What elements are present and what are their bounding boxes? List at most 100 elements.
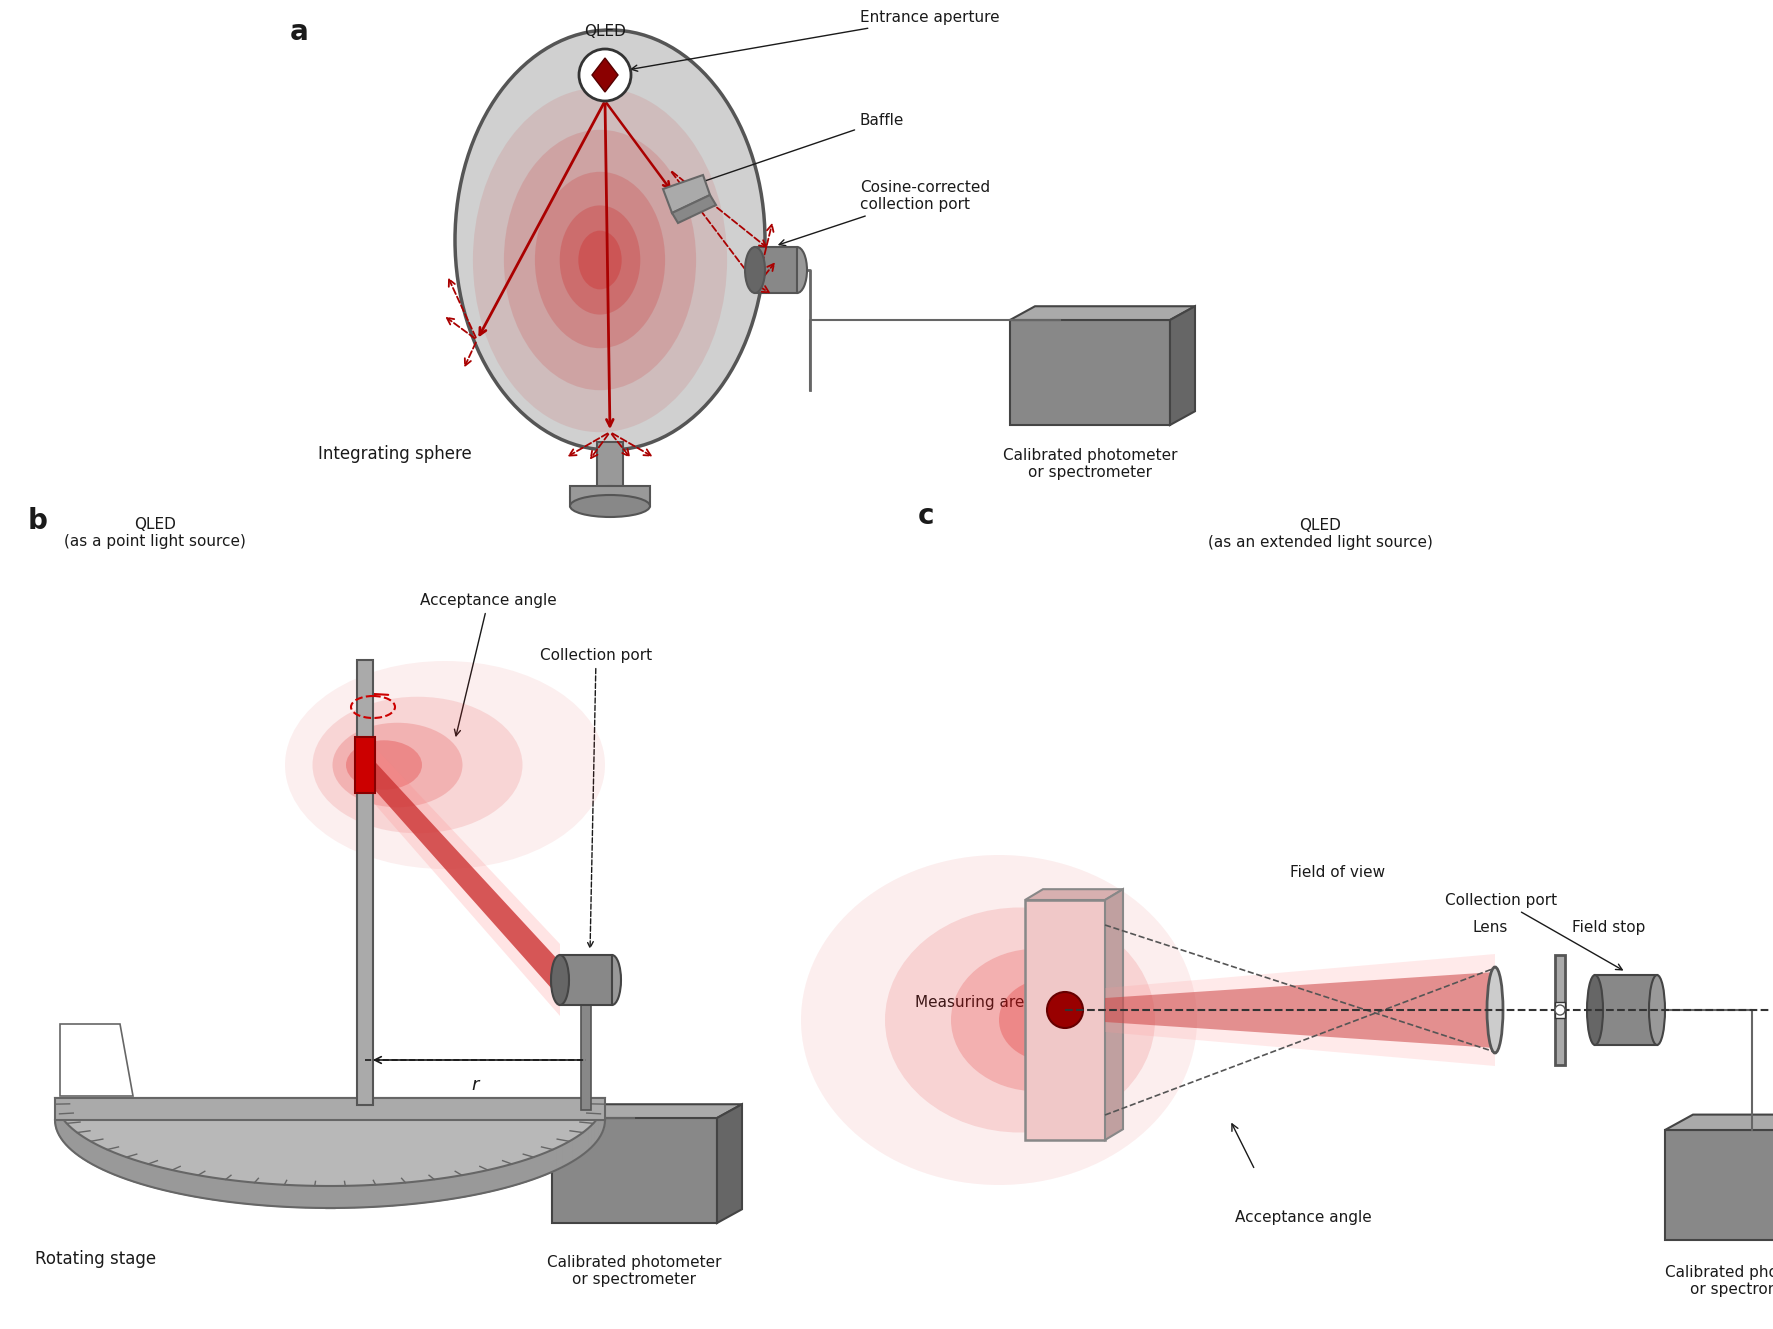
Polygon shape xyxy=(411,1181,420,1204)
Ellipse shape xyxy=(801,855,1197,1185)
Text: QLED: QLED xyxy=(583,24,626,39)
Polygon shape xyxy=(69,1126,73,1151)
Polygon shape xyxy=(1594,975,1656,1045)
Ellipse shape xyxy=(885,908,1154,1132)
Polygon shape xyxy=(268,1184,277,1207)
Polygon shape xyxy=(121,1155,128,1179)
Polygon shape xyxy=(420,1180,429,1203)
Polygon shape xyxy=(156,1166,163,1189)
Polygon shape xyxy=(335,1185,344,1208)
Polygon shape xyxy=(383,1184,392,1207)
Ellipse shape xyxy=(603,956,621,1005)
Polygon shape xyxy=(456,1175,465,1199)
Polygon shape xyxy=(567,1140,571,1164)
Polygon shape xyxy=(1555,1002,1564,1018)
Text: b: b xyxy=(28,506,48,536)
Polygon shape xyxy=(60,1025,133,1096)
Polygon shape xyxy=(73,1128,76,1154)
Polygon shape xyxy=(557,1146,562,1170)
Bar xyxy=(356,661,372,1104)
Ellipse shape xyxy=(745,247,764,292)
Text: Acceptance angle: Acceptance angle xyxy=(420,593,557,736)
Polygon shape xyxy=(1665,1130,1773,1240)
Polygon shape xyxy=(59,1114,60,1139)
Polygon shape xyxy=(55,1098,605,1185)
Polygon shape xyxy=(324,1185,335,1208)
Polygon shape xyxy=(222,1179,230,1201)
Polygon shape xyxy=(128,1158,133,1181)
Polygon shape xyxy=(363,1185,374,1207)
Polygon shape xyxy=(64,1119,66,1144)
Text: Baffle: Baffle xyxy=(697,113,904,185)
Text: r: r xyxy=(472,1076,479,1094)
Text: Measuring area: Measuring area xyxy=(915,995,1034,1010)
Polygon shape xyxy=(1009,306,1195,320)
Polygon shape xyxy=(374,1184,383,1207)
Text: a: a xyxy=(289,19,309,47)
Ellipse shape xyxy=(578,231,621,290)
Polygon shape xyxy=(179,1171,186,1195)
Ellipse shape xyxy=(1587,975,1603,1045)
Polygon shape xyxy=(1009,320,1170,425)
Polygon shape xyxy=(133,1160,140,1184)
Polygon shape xyxy=(1555,956,1564,1065)
Polygon shape xyxy=(1025,900,1105,1140)
Polygon shape xyxy=(473,1171,480,1195)
Ellipse shape xyxy=(285,661,605,869)
Polygon shape xyxy=(587,1126,590,1151)
Bar xyxy=(598,443,622,486)
Polygon shape xyxy=(92,1143,98,1167)
Polygon shape xyxy=(560,956,612,1005)
Ellipse shape xyxy=(346,740,422,789)
Text: Rotating stage: Rotating stage xyxy=(35,1251,156,1268)
Polygon shape xyxy=(576,1134,580,1159)
Polygon shape xyxy=(551,1104,741,1118)
Ellipse shape xyxy=(504,130,695,391)
Text: Lens: Lens xyxy=(1472,920,1507,936)
Polygon shape xyxy=(599,1114,601,1139)
Polygon shape xyxy=(583,1128,587,1154)
Bar xyxy=(569,486,649,506)
Polygon shape xyxy=(195,1175,204,1199)
Ellipse shape xyxy=(551,956,569,1005)
Text: Calibrated photometer
or spectrometer: Calibrated photometer or spectrometer xyxy=(1663,1265,1773,1297)
Polygon shape xyxy=(186,1174,195,1196)
Circle shape xyxy=(1046,991,1082,1029)
Text: Field of view: Field of view xyxy=(1289,865,1385,880)
Polygon shape xyxy=(55,1098,605,1120)
Polygon shape xyxy=(213,1177,222,1201)
Text: Integrating sphere: Integrating sphere xyxy=(317,445,472,462)
Ellipse shape xyxy=(454,31,764,451)
Polygon shape xyxy=(496,1166,504,1189)
Ellipse shape xyxy=(312,696,523,833)
Text: Calibrated photometer
or spectrometer: Calibrated photometer or spectrometer xyxy=(1002,448,1177,480)
Polygon shape xyxy=(562,1143,567,1167)
Ellipse shape xyxy=(787,247,807,292)
Polygon shape xyxy=(287,1185,296,1207)
Polygon shape xyxy=(672,195,716,223)
Bar xyxy=(355,738,374,793)
Polygon shape xyxy=(296,1185,305,1208)
Polygon shape xyxy=(230,1180,239,1203)
Ellipse shape xyxy=(998,978,1097,1062)
Polygon shape xyxy=(571,1138,576,1162)
Polygon shape xyxy=(594,1119,596,1144)
Text: Acceptance angle: Acceptance angle xyxy=(1234,1209,1371,1225)
Circle shape xyxy=(578,49,631,101)
Polygon shape xyxy=(489,1168,496,1192)
Text: QLED
(as a point light source): QLED (as a point light source) xyxy=(64,517,246,549)
Polygon shape xyxy=(248,1181,257,1205)
Polygon shape xyxy=(1170,306,1195,425)
Ellipse shape xyxy=(569,494,649,517)
Polygon shape xyxy=(1025,889,1122,900)
Polygon shape xyxy=(539,1152,544,1177)
Polygon shape xyxy=(108,1150,115,1175)
Text: Entrance aperture: Entrance aperture xyxy=(631,11,998,72)
Polygon shape xyxy=(447,1176,456,1200)
Polygon shape xyxy=(480,1170,489,1193)
Polygon shape xyxy=(277,1184,287,1207)
Polygon shape xyxy=(170,1170,179,1193)
Ellipse shape xyxy=(569,486,649,508)
Polygon shape xyxy=(755,247,796,292)
Polygon shape xyxy=(1665,1115,1773,1130)
